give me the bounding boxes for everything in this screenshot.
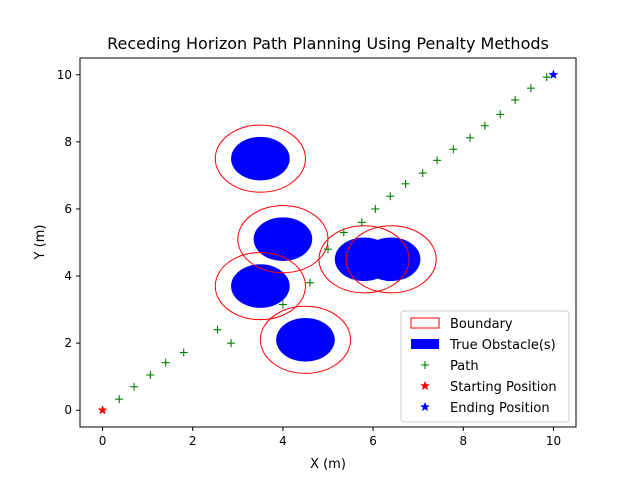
obstacle-5 — [361, 237, 421, 282]
plot-frame — [79, 57, 577, 428]
y-tick-label-1: 0 — [64, 403, 72, 417]
x-tick-label-3: 4 — [279, 434, 287, 448]
y-tick-label-2: 2 — [64, 336, 72, 350]
path-point-10 — [324, 245, 332, 254]
chart-title: Receding Horizon Path Planning Using Pen… — [107, 34, 549, 53]
legend-swatch-start — [420, 380, 430, 391]
legend-item-end: Ending Position — [420, 401, 550, 416]
path-point-16 — [418, 169, 427, 178]
plot-content — [115, 73, 551, 404]
legend-label-path: Path — [450, 359, 479, 374]
legend-box — [400, 310, 570, 423]
path-point-11 — [339, 228, 348, 237]
y-tick-label-6: 10 — [57, 68, 72, 82]
end-marker — [548, 69, 559, 79]
boundary-4 — [318, 225, 410, 294]
path-point-2 — [130, 382, 139, 391]
path-point-17 — [433, 156, 442, 165]
path-point-3 — [146, 371, 155, 380]
boundary-1 — [214, 124, 306, 193]
path-point-20 — [480, 121, 489, 130]
legend: Boundary True Obstacle(s) Path Starting Pos… — [400, 310, 570, 423]
path-point-15 — [401, 179, 410, 188]
legend-label-obstacle: True Obstacle(s) — [449, 338, 556, 353]
path-point-1 — [115, 395, 124, 404]
x-tick-label-1: 0 — [99, 434, 107, 448]
legend-swatch-obstacle — [411, 339, 439, 349]
path-point-14 — [386, 192, 395, 201]
plot-area: 0 2 4 6 8 10 0 2 4 6 8 10 — [57, 57, 577, 448]
legend-label-boundary: Boundary — [450, 317, 513, 332]
path-point-7 — [227, 339, 236, 348]
x-tick-label-6: 10 — [546, 434, 561, 448]
path-point-13 — [371, 204, 380, 213]
obstacle-1 — [231, 136, 290, 181]
boundary-6 — [259, 305, 352, 374]
obstacle-2 — [253, 217, 313, 261]
start-marker — [97, 405, 108, 415]
path-point-8 — [278, 300, 287, 309]
legend-swatch-boundary — [410, 317, 440, 329]
legend-item-start: Starting Position — [420, 380, 557, 395]
path-point-23 — [526, 84, 535, 93]
path-point-21 — [496, 110, 505, 119]
legend-item-path: Path — [421, 359, 479, 374]
path-point-19 — [466, 133, 475, 142]
obstacle-6 — [276, 317, 335, 362]
x-axis-label: X (m) — [310, 457, 346, 472]
path-point-24 — [542, 73, 551, 82]
path-point-18 — [449, 145, 458, 154]
legend-item-boundary: Boundary — [410, 317, 513, 332]
legend-swatch-end — [420, 401, 430, 412]
legend-label-start: Starting Position — [450, 380, 557, 395]
path-point-5 — [179, 348, 188, 357]
legend-swatch-path — [421, 361, 429, 369]
legend-item-obstacle: True Obstacle(s) — [411, 338, 556, 353]
y-tick-label-4: 6 — [64, 202, 72, 216]
y-axis-label: Y (m) — [33, 225, 48, 261]
path-point-4 — [161, 358, 170, 367]
x-tick-label-4: 6 — [369, 434, 377, 448]
boundary-5 — [345, 225, 437, 294]
path-point-6 — [213, 325, 222, 334]
path-point-9 — [305, 278, 314, 287]
legend-label-end: Ending Position — [450, 401, 550, 416]
y-tick-label-3: 4 — [64, 269, 72, 283]
path-point-12 — [357, 218, 366, 227]
x-tick-label-2: 2 — [189, 434, 197, 448]
path-point-22 — [511, 95, 520, 104]
boundary-3 — [214, 252, 306, 321]
x-tick-label-5: 8 — [459, 434, 467, 448]
y-tick-label-5: 8 — [64, 135, 72, 149]
obstacle-3 — [231, 264, 290, 308]
